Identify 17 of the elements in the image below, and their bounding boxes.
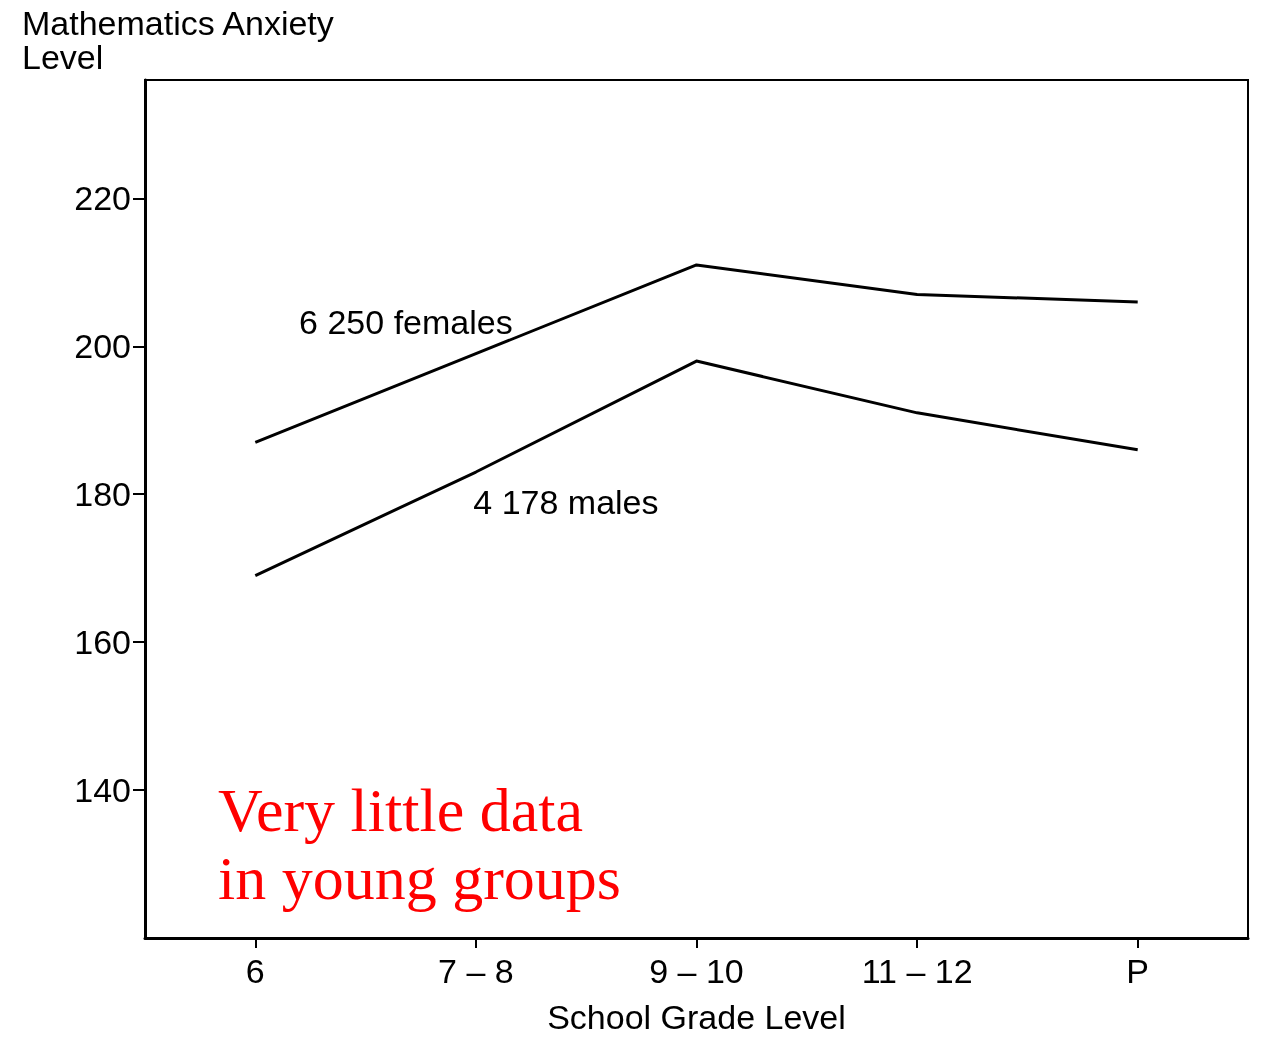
y-tick-label: 200	[74, 327, 131, 366]
line-series	[253, 263, 1140, 444]
x-tick-label: 9 – 10	[649, 952, 744, 990]
line-series	[253, 359, 1140, 578]
series-label: 4 178 males	[473, 483, 659, 522]
y-tick-label: 160	[74, 623, 131, 662]
y-tick-label: 140	[74, 771, 131, 810]
y-tick-label: 180	[74, 475, 131, 514]
x-tick-label: P	[1126, 952, 1150, 990]
x-axis-title: School Grade Level	[547, 998, 846, 1036]
x-tick-label: 7 – 8	[438, 952, 514, 990]
y-axis-title: Mathematics Anxiety Level	[22, 4, 334, 76]
series-label: 6 250 females	[299, 302, 513, 341]
annotation: Very little data in young groups	[218, 776, 621, 912]
y-tick-label: 220	[74, 179, 131, 218]
x-tick-label: 11 – 12	[861, 952, 973, 990]
x-tick-label: 6	[245, 952, 265, 990]
